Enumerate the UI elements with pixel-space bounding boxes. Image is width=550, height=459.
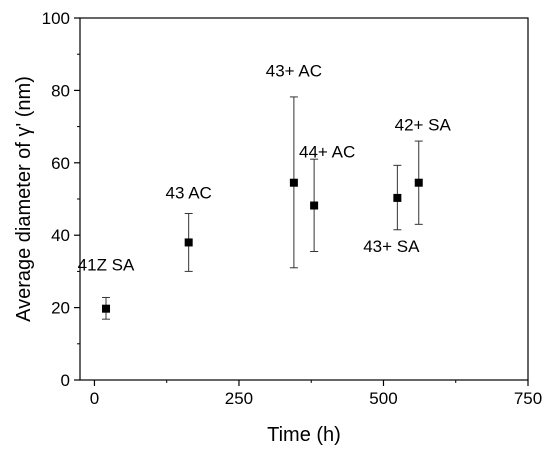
x-tick-label: 0 xyxy=(90,389,99,408)
error-bars xyxy=(102,96,423,320)
data-point xyxy=(289,178,298,187)
point-annotations: 41Z SA 43 AC 43+ AC 44+ AC 43+ SA 42+ SA xyxy=(78,62,452,275)
y-tick-label: 80 xyxy=(51,81,70,100)
point-label: 41Z SA xyxy=(78,256,135,275)
x-tick-label: 250 xyxy=(225,389,253,408)
y-tick-label: 0 xyxy=(61,371,70,390)
point-label: 43+ AC xyxy=(266,62,322,81)
point-label: 43+ SA xyxy=(363,237,420,256)
y-tick-label: 60 xyxy=(51,154,70,173)
point-label: 43 AC xyxy=(166,183,212,202)
y-tick-label: 20 xyxy=(51,299,70,318)
axis-ticks: 0 20 40 60 80 100 0 250 500 750 xyxy=(42,9,543,408)
point-label: 44+ AC xyxy=(299,143,355,162)
x-axis-title: Time (h) xyxy=(267,424,341,446)
y-tick-label: 100 xyxy=(42,9,70,28)
y-tick-label: 40 xyxy=(51,226,70,245)
data-point xyxy=(184,238,193,247)
data-point xyxy=(310,201,319,210)
data-markers xyxy=(102,178,423,313)
x-tick-label: 750 xyxy=(514,389,542,408)
data-point xyxy=(102,304,111,313)
data-point xyxy=(414,178,423,187)
y-axis-title: Average diameter of γ' (nm) xyxy=(13,76,35,322)
point-label: 42+ SA xyxy=(395,116,452,135)
data-point xyxy=(393,193,402,202)
x-tick-label: 500 xyxy=(369,389,397,408)
